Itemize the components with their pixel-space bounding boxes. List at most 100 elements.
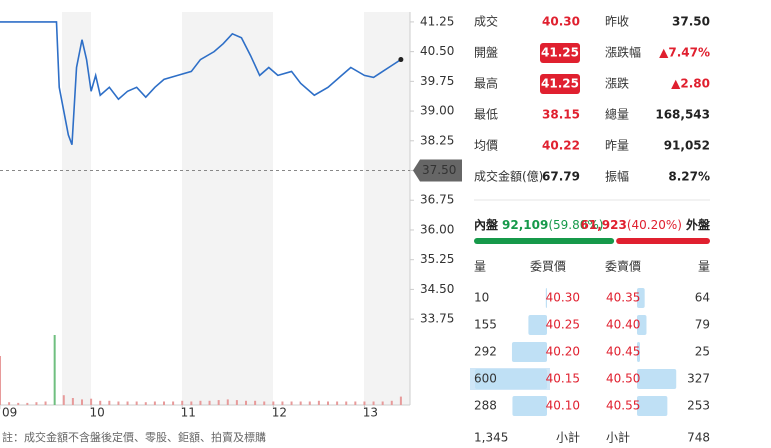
bid-bar xyxy=(511,342,547,362)
bid-volume: 288 xyxy=(474,399,497,413)
bid-bar xyxy=(512,396,547,416)
volume-bar xyxy=(0,356,1,405)
ask-bar xyxy=(637,369,677,389)
outer-label: 61,923(40.20%) 外盤 xyxy=(581,217,711,232)
bid-total-label: 小計 xyxy=(556,430,580,445)
y-tick-label: 34.50 xyxy=(420,282,454,296)
volume-bar xyxy=(317,400,320,405)
inner-text: (59.80%) xyxy=(548,218,603,232)
inner-text: 92,109 xyxy=(502,218,548,232)
stat-label: 成交 xyxy=(474,14,498,29)
bid-total: 1,345 xyxy=(474,431,508,445)
volume-bar xyxy=(345,401,348,405)
volume-bar xyxy=(199,400,202,405)
stat-label: 最低 xyxy=(474,108,498,122)
book-header: 量 xyxy=(474,260,486,274)
ask-price: 40.35 xyxy=(606,291,640,305)
stat-label: 昨收 xyxy=(605,15,629,29)
stat-value: 40.30 xyxy=(542,15,580,29)
book-header: 委買價 xyxy=(530,260,566,274)
bid-price: 40.15 xyxy=(546,372,580,386)
volume-bar xyxy=(153,401,156,405)
bid-volume: 10 xyxy=(474,291,489,305)
volume-bar xyxy=(172,401,175,405)
bid-price: 40.10 xyxy=(546,399,580,413)
bid-bar xyxy=(475,369,547,389)
bid-volume: 292 xyxy=(474,345,497,359)
volume-bar xyxy=(217,400,220,405)
ask-volume: 327 xyxy=(687,372,710,386)
outer-text: (40.20%) xyxy=(627,218,682,232)
ask-volume: 253 xyxy=(687,399,710,413)
volume-bar xyxy=(190,401,193,405)
volume-bar xyxy=(81,399,83,405)
ask-bar xyxy=(637,342,640,362)
stat-label: 均價 xyxy=(474,139,498,153)
volume-bar xyxy=(354,401,357,405)
volume-bar xyxy=(135,401,138,405)
last-price-dot xyxy=(398,57,404,63)
stat-label: 昨量 xyxy=(605,139,629,153)
stat-label: 開盤 xyxy=(474,46,498,60)
volume-bar xyxy=(272,401,275,405)
volume-bar xyxy=(235,400,238,405)
volume-bar xyxy=(26,402,29,405)
note: 註：成交金額不含盤後定價、零股、鉅額、拍賣及標購 xyxy=(2,430,266,444)
x-tick-label: 09 xyxy=(2,406,17,420)
inner-text: 內盤 xyxy=(474,217,499,232)
volume-bar xyxy=(126,401,129,405)
volume-bar xyxy=(8,402,11,405)
stat-value: 67.79 xyxy=(542,170,580,184)
volume-bar xyxy=(390,400,393,405)
ask-total: 748 xyxy=(687,431,710,445)
volume-bar xyxy=(144,402,147,405)
inner-bar xyxy=(474,238,615,244)
ask-volume: 64 xyxy=(695,291,710,305)
reference-label: 37.50 xyxy=(422,163,456,177)
bid-volume: 155 xyxy=(474,318,497,332)
ask-bar xyxy=(637,396,668,416)
volume-bar xyxy=(263,401,266,405)
volume-bar xyxy=(71,398,74,405)
ask-price: 40.45 xyxy=(606,345,640,359)
volume-bar xyxy=(117,401,120,405)
y-tick-label: 41.25 xyxy=(420,14,454,28)
y-tick-label: 40.50 xyxy=(420,44,454,58)
volume-bar xyxy=(226,399,229,405)
y-tick-label: 39.00 xyxy=(420,104,454,118)
volume-bar xyxy=(381,401,384,405)
volume-bar xyxy=(245,400,247,405)
volume-bar xyxy=(208,400,211,405)
volume-bar xyxy=(308,401,311,405)
x-tick-label: 11 xyxy=(181,406,196,420)
volume-bar xyxy=(399,396,402,405)
volume-bar xyxy=(363,401,366,405)
stat-value: 38.15 xyxy=(542,108,580,122)
y-tick-label: 36.00 xyxy=(420,222,454,236)
stat-label: 振幅 xyxy=(605,169,629,184)
outer-text: 外盤 xyxy=(686,217,711,232)
book-header: 委賣價 xyxy=(605,259,641,274)
y-tick-label: 35.25 xyxy=(420,252,454,266)
volume-bar xyxy=(372,401,375,405)
volume-bar xyxy=(327,401,329,405)
stat-value: 41.25 xyxy=(541,77,579,91)
stat-value: 37.50 xyxy=(672,15,710,29)
highlight-box xyxy=(540,74,580,94)
volume-bar xyxy=(336,401,339,405)
stat-value: 41.25 xyxy=(541,46,579,60)
stat-value: 91,052 xyxy=(664,139,710,153)
stat-value: 168,543 xyxy=(655,108,710,122)
volume-bar xyxy=(99,400,102,405)
reference-flag xyxy=(413,159,462,182)
ask-bar xyxy=(637,315,647,335)
stat-value: ▲2.80 xyxy=(671,77,710,91)
stat-label: 成交金額(億) xyxy=(474,169,543,184)
highlight-box xyxy=(540,43,580,63)
volume-bar xyxy=(290,401,293,405)
bid-price: 40.20 xyxy=(546,345,580,359)
stat-label: 漲跌 xyxy=(605,76,629,91)
volume-bar xyxy=(254,400,257,405)
stat-value: 8.27% xyxy=(668,170,710,184)
inner-label: 內盤 92,109(59.80%) xyxy=(474,217,603,232)
